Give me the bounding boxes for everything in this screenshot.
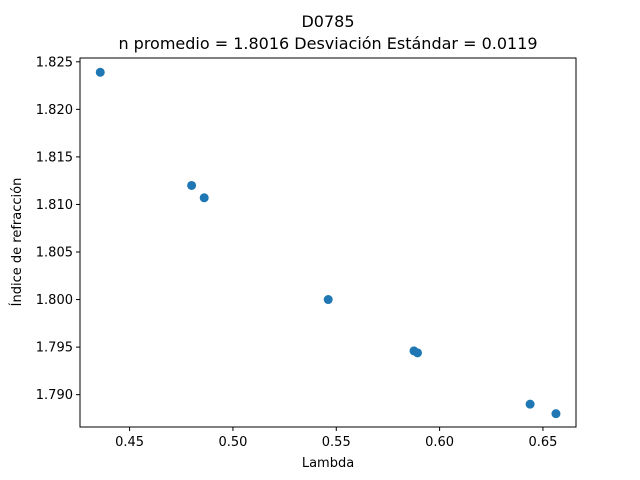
data-points xyxy=(95,67,561,419)
x-axis-ticks: 0.45 0.50 0.55 0.60 0.65 xyxy=(115,427,557,450)
data-point xyxy=(187,180,197,190)
y-tick-label: 1.800 xyxy=(36,293,73,308)
y-tick-label: 1.825 xyxy=(36,55,73,70)
x-tick-label: 0.60 xyxy=(425,435,454,450)
y-tick-label: 1.790 xyxy=(36,388,73,403)
x-tick-label: 0.50 xyxy=(218,435,247,450)
data-point xyxy=(412,348,422,358)
y-axis-ticks: 1.790 1.795 1.800 1.805 1.810 1.815 1.820 1.825 xyxy=(36,55,80,403)
data-point xyxy=(95,67,105,77)
y-axis-label: Índice de refracción xyxy=(9,178,25,307)
data-point xyxy=(323,295,333,305)
x-axis-label: Lambda xyxy=(302,456,354,471)
x-tick-label: 0.65 xyxy=(528,435,557,450)
data-point xyxy=(551,409,561,419)
y-tick-label: 1.815 xyxy=(36,150,73,165)
x-tick-label: 0.55 xyxy=(322,435,351,450)
data-point xyxy=(525,399,535,409)
y-tick-label: 1.795 xyxy=(36,341,73,356)
plot-frame xyxy=(79,57,577,428)
y-tick-label: 1.820 xyxy=(36,103,73,118)
data-point xyxy=(199,193,209,203)
y-tick-label: 1.810 xyxy=(36,198,73,213)
chart-title: D0785 xyxy=(301,12,354,31)
chart-subtitle: n promedio = 1.8016 Desviación Estándar … xyxy=(118,34,537,53)
x-tick-label: 0.45 xyxy=(115,435,144,450)
y-tick-label: 1.805 xyxy=(36,246,73,261)
